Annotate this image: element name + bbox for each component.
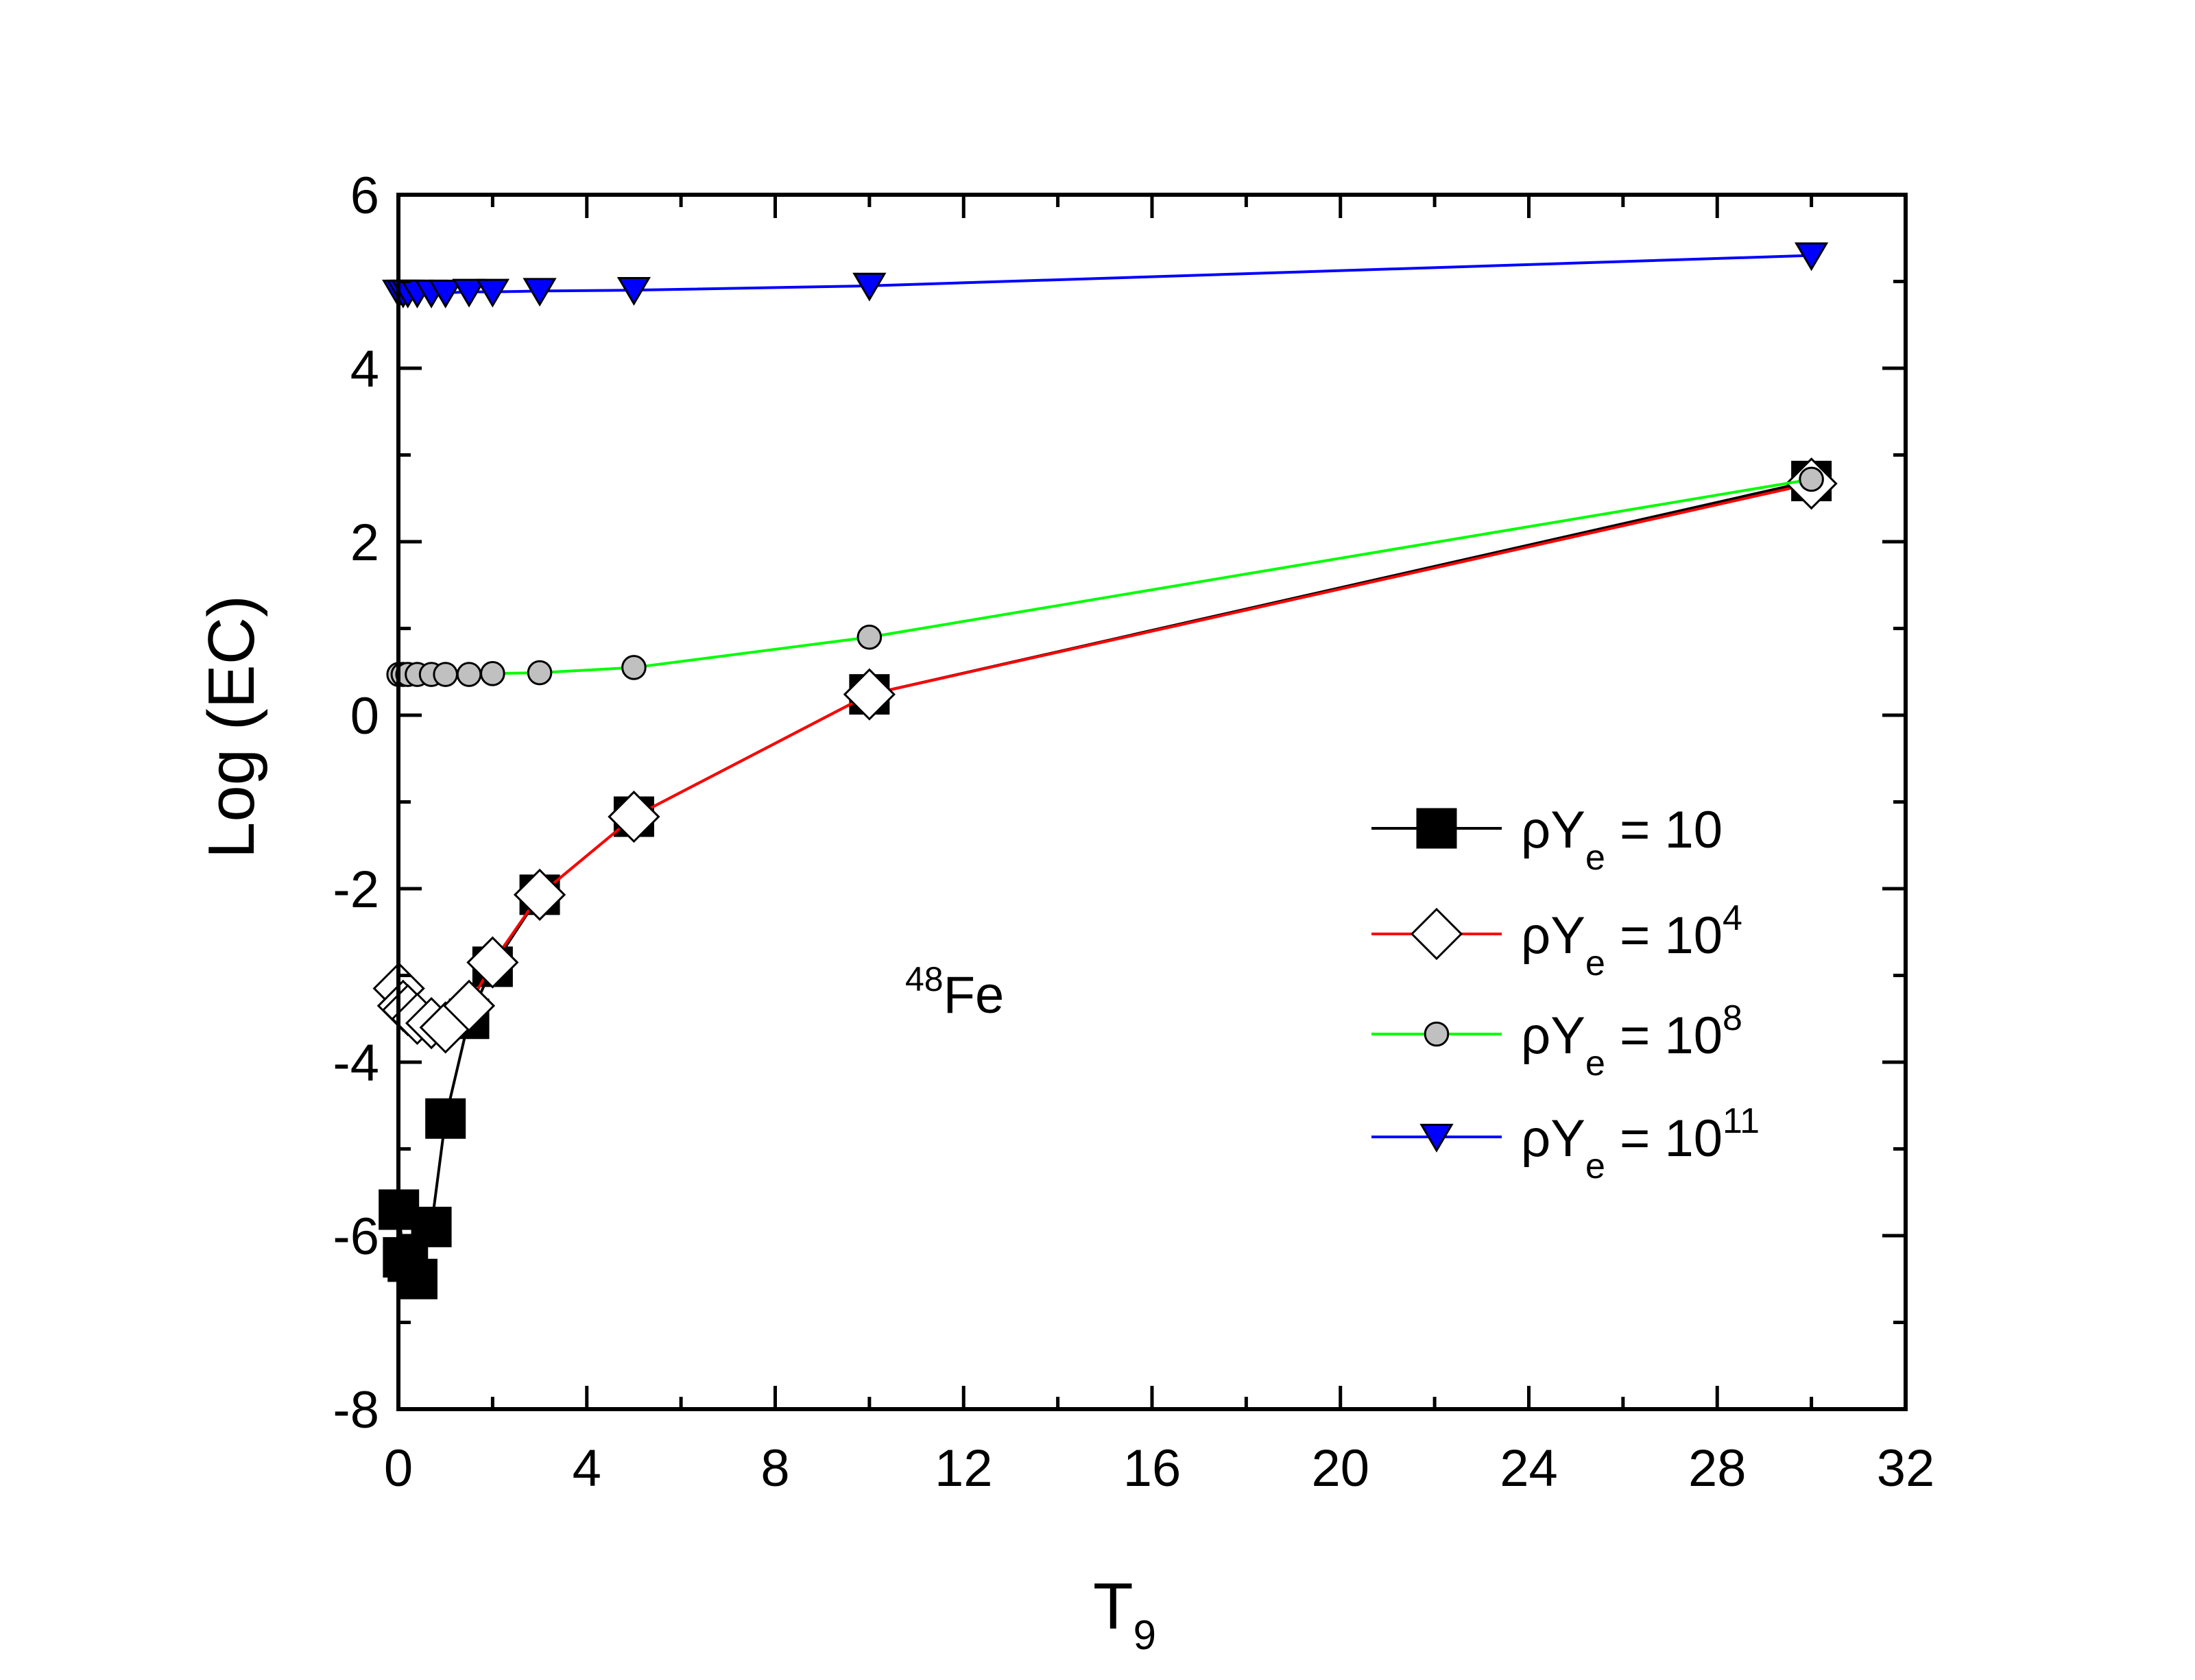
legend-label-eq: = 10	[1605, 1109, 1723, 1168]
data-point	[527, 660, 553, 686]
legend-item: ρYe = 108	[1371, 998, 1742, 1083]
data-point	[452, 278, 486, 308]
legend-item: ρYe = 1011	[1371, 1101, 1760, 1186]
legend-label: ρYe = 108	[1521, 998, 1742, 1083]
y-tick-label: 2	[350, 514, 379, 572]
data-point	[513, 868, 566, 921]
legend-label-eq: = 10	[1605, 801, 1723, 859]
x-tick-label: 24	[1500, 1439, 1558, 1498]
data-point	[456, 662, 482, 687]
legend-label-eq: = 10	[1605, 907, 1723, 965]
x-tick-label: 28	[1688, 1439, 1747, 1498]
series-line	[398, 254, 1812, 294]
legend-label-eq: = 10	[1605, 1007, 1723, 1065]
data-point	[425, 1098, 466, 1139]
data-point	[843, 668, 896, 721]
legend-label: ρYe = 1011	[1521, 1101, 1760, 1186]
y-tick-label: -4	[333, 1034, 379, 1092]
data-point	[621, 655, 647, 680]
legend-marker	[1416, 808, 1457, 849]
data-point	[466, 936, 519, 989]
data-point	[442, 979, 496, 1032]
data-point	[480, 660, 505, 686]
data-point	[396, 1258, 437, 1299]
legend-label-main: ρY	[1521, 1109, 1585, 1168]
x-tick-label: 12	[935, 1439, 993, 1498]
x-axis-title-main: T	[1093, 1570, 1134, 1643]
data-point	[523, 278, 557, 307]
data-point	[1795, 242, 1829, 272]
legend-label-sup: 11	[1723, 1101, 1760, 1141]
y-tick-label: -2	[333, 861, 379, 919]
x-tick-label: 20	[1311, 1439, 1369, 1498]
legend-label-sup: 8	[1723, 998, 1742, 1038]
x-tick-label: 8	[760, 1439, 789, 1498]
y-tick-label: -6	[333, 1208, 379, 1266]
nuclide-annotation: 48Fe	[905, 960, 1004, 1024]
legend-label-sub: e	[1585, 1044, 1605, 1083]
legend-marker	[1410, 907, 1463, 961]
data-point	[856, 624, 883, 650]
x-axis-title-sub: 9	[1134, 1612, 1156, 1658]
series-layer	[372, 242, 1838, 1299]
legend-label-main: ρY	[1521, 801, 1585, 859]
x-axis-title: T9	[1093, 1570, 1156, 1658]
legend-label-sub: e	[1585, 944, 1605, 983]
nuclide-symbol: Fe	[944, 966, 1005, 1024]
legend-item: ρYe = 10	[1371, 801, 1723, 878]
x-tick-label: 32	[1877, 1439, 1935, 1498]
x-tick-label: 16	[1123, 1439, 1182, 1498]
legend-label-main: ρY	[1521, 1007, 1585, 1065]
legend-label-main: ρY	[1521, 907, 1585, 965]
legend-item: ρYe = 104	[1371, 898, 1742, 983]
data-point	[616, 277, 651, 306]
y-tick-label: -8	[333, 1381, 379, 1439]
data-point	[852, 272, 887, 302]
legend-label: ρYe = 10	[1521, 801, 1723, 878]
x-tick-label: 4	[573, 1439, 601, 1498]
legend-label: ρYe = 104	[1521, 898, 1742, 983]
legend-label-sub: e	[1585, 838, 1605, 878]
series-line	[398, 477, 1812, 676]
y-tick-label: 4	[350, 340, 379, 398]
data-point	[429, 279, 463, 309]
series-0	[379, 460, 1832, 1299]
data-point	[608, 790, 660, 843]
data-point	[1799, 466, 1824, 492]
legend-marker	[1424, 1021, 1450, 1047]
legend-marker	[1419, 1123, 1454, 1153]
y-tick-label: 6	[350, 167, 379, 225]
y-tick-label: 0	[350, 687, 379, 745]
series-3	[382, 242, 1829, 309]
data-point	[411, 1206, 452, 1247]
nuclide-mass-number: 48	[905, 960, 944, 998]
data-point	[475, 278, 509, 308]
y-axis-title: Log (EC)	[195, 595, 268, 859]
legend-label-sub: e	[1585, 1147, 1605, 1186]
legend-label-sup: 4	[1723, 898, 1742, 938]
series-2	[386, 466, 1824, 687]
x-tick-label: 0	[384, 1439, 413, 1498]
data-point	[433, 662, 458, 687]
